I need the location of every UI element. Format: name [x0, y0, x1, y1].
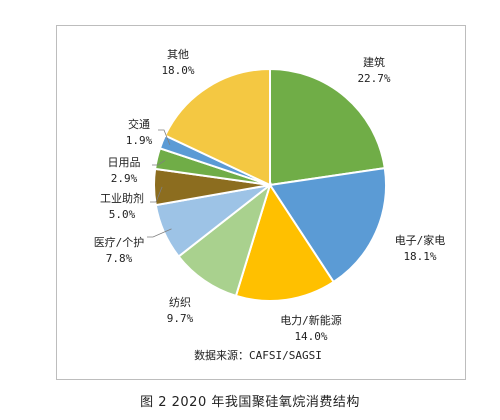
source-note: 数据来源：CAFSI/SAGSI [194, 348, 322, 362]
slice-value-9: 18.0% [161, 64, 194, 77]
slice-value-7: 2.9% [111, 172, 138, 185]
slice-value-3: 14.0% [294, 330, 327, 343]
slice-value-6: 5.0% [109, 208, 136, 221]
leader-line-6 [150, 186, 163, 203]
slice-value-2: 18.1% [403, 250, 436, 263]
slice-labels: 建筑 22.7% 电子/家电 18.1% 电力/新能源 14.0% 纺织 9.7% 医疗/个护 7… [94, 48, 446, 343]
leader-line-8 [158, 129, 171, 146]
slice-label-5: 医疗/个护 [94, 235, 145, 249]
figure-caption: 图 2 2020 年我国聚硅氧烷消费结构 [140, 395, 360, 410]
leader-lines [147, 129, 172, 238]
slice-label-3: 电力/新能源 [280, 313, 342, 327]
slice-label-1: 建筑 [363, 55, 385, 69]
slice-value-1: 22.7% [357, 72, 390, 85]
pie-slice-1 [269, 67, 386, 187]
slice-label-9: 其他 [167, 48, 189, 61]
slice-label-2: 电子/家电 [395, 233, 446, 247]
slice-label-7: 日用品 [108, 156, 141, 169]
slice-label-6: 工业助剂 [100, 191, 144, 205]
slice-value-5: 7.8% [106, 252, 133, 265]
pie-slice-2 [268, 166, 388, 284]
slice-label-8: 交通 [128, 117, 150, 131]
leader-line-7 [152, 159, 166, 166]
pie-slice-3 [234, 182, 336, 302]
slice-label-4: 纺织 [169, 295, 191, 309]
leader-line-5 [147, 228, 172, 238]
slice-value-4: 9.7% [167, 312, 194, 325]
slice-value-8: 1.9% [126, 134, 153, 147]
pie-slices [153, 67, 388, 302]
pie-slice-9 [163, 67, 271, 187]
